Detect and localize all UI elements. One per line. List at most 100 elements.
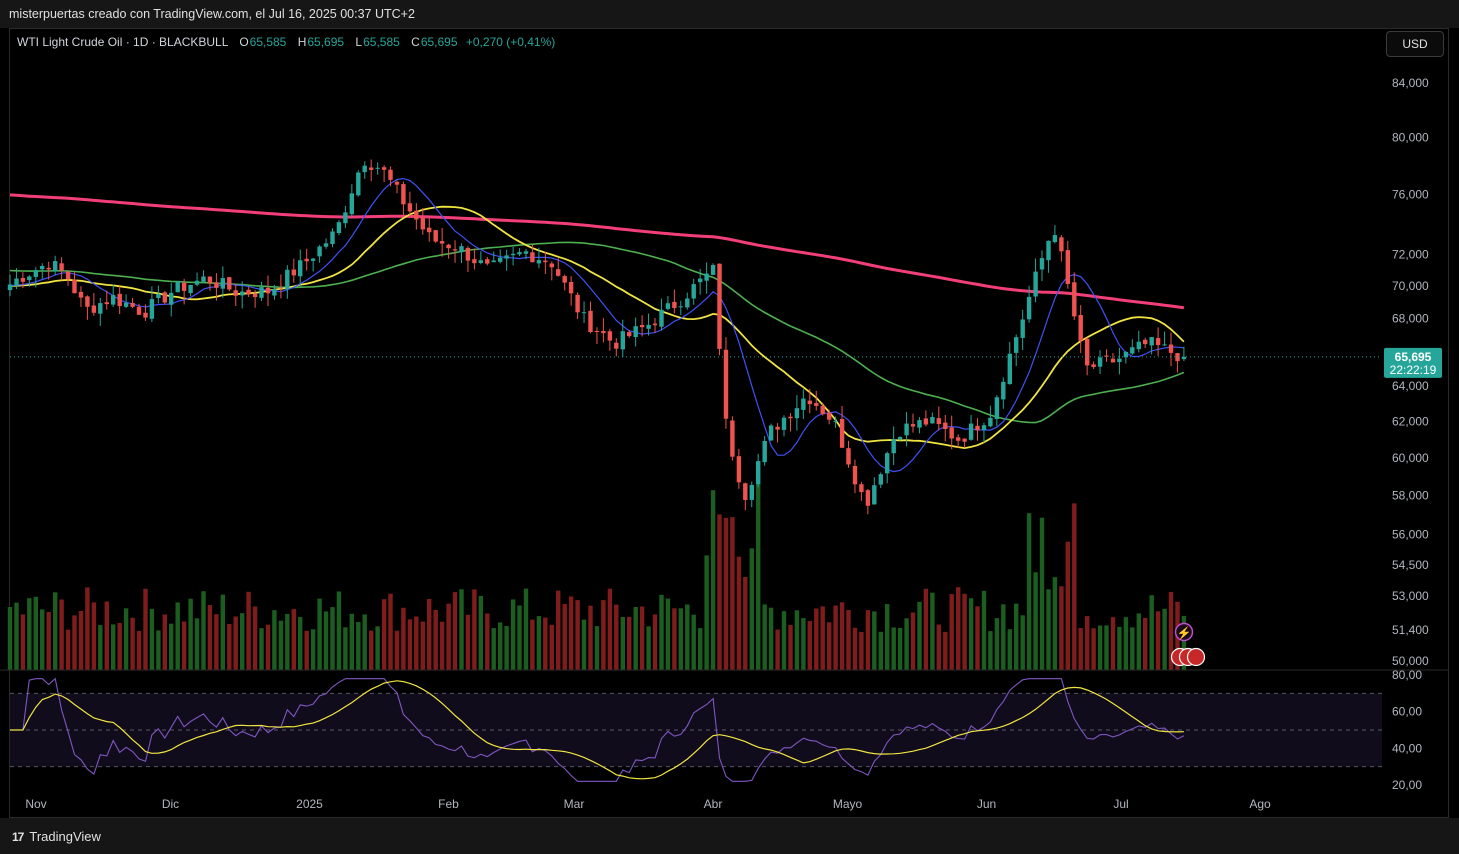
volume-bar [91,602,97,670]
candle-body [498,257,503,262]
volume-bar [369,630,374,670]
volume-bar [356,622,361,670]
volume-bar [285,613,290,670]
volume-bar [556,590,561,670]
volume-bar [814,608,819,670]
volume-bar [865,610,871,670]
volume-bar [562,604,567,670]
time-tick-label: Feb [438,797,459,811]
candle-body [33,270,38,277]
candle-body [1039,258,1045,270]
volume-bar [1097,625,1103,670]
close-value: 65,695 [420,35,458,49]
volume-bar [207,605,213,670]
candle-body [214,282,219,288]
candle-body [704,273,709,281]
currency-button[interactable]: USD [1386,31,1444,57]
candle-body [549,263,554,268]
volume-bar [427,599,432,670]
volume-bar [220,594,225,670]
symbol-legend[interactable]: WTI Light Crude Oil · 1D · BLACKBULL O65… [17,35,555,49]
rsi-tick-label: 80,00 [1392,668,1422,682]
volume-bar [568,596,574,670]
price-tick-label: 51,400 [1392,623,1429,637]
volume-bar [117,623,122,670]
rsi-ma-line [10,680,1184,780]
volume-bar [1046,589,1051,670]
price-tick-label: 84,000 [1392,76,1429,90]
volume-bar [1123,617,1129,670]
candle-body [730,420,735,457]
candle-body [240,291,245,296]
chart-frame[interactable] [9,28,1449,818]
volume-bar [710,490,716,670]
footer-bar: 17 TradingView [0,818,1459,854]
volume-bar [839,602,845,670]
volume-bar [201,591,206,670]
candle-body [233,290,238,296]
price-tick-label: 72,000 [1392,248,1429,262]
candle-body [72,279,77,294]
volume-bar [343,627,348,670]
us-flag-event-icon [1186,647,1206,667]
volume-bar [85,587,90,670]
price-tick-label: 58,000 [1392,489,1429,503]
volume-bar [994,618,1000,670]
candle-body [627,332,632,337]
candle-body [1136,341,1141,350]
candle-body [1078,315,1083,341]
candle-body [827,412,832,420]
rsi-tick-label: 60,00 [1392,705,1422,719]
price-tick-label: 80,000 [1392,130,1429,144]
lightning-event-icon [1174,622,1194,642]
volume-bar [162,614,167,670]
candle-body [7,284,13,291]
candle-body [349,193,354,215]
volume-bar [904,618,909,670]
volume-bar [633,607,638,670]
tradingview-brand[interactable]: 17 TradingView [12,829,101,844]
candle-body [272,289,277,296]
volume-bar [801,618,806,670]
candle-body [401,184,406,205]
candle-body [865,490,871,506]
candle-body [420,217,425,230]
volume-bar [59,599,64,670]
time-tick-label: Jul [1113,797,1128,811]
candle-body [807,400,812,405]
candle-body [568,282,574,294]
symbol-name[interactable]: WTI Light Crude Oil · 1D · BLACKBULL [17,35,228,49]
candle-body [691,284,696,299]
candle-body [1072,282,1077,317]
close-label: C [411,35,420,49]
volume-bar [988,631,993,670]
chart-caption: misterpuertas creado con TradingView.com… [9,7,415,21]
volume-bar [878,631,883,670]
volume-bar [659,594,664,670]
candle-body [465,247,471,261]
open-value: 65,585 [249,35,287,49]
volume-bar [1007,629,1012,670]
volume-bar [317,598,322,670]
high-label: H [297,35,307,49]
price-tick-label: 50,000 [1392,654,1429,668]
volume-bar [685,604,690,670]
volume-bar [678,608,683,670]
volume-bar [143,588,148,670]
volume-bar [1143,617,1148,670]
candle-body [1123,352,1129,358]
volume-bar [788,625,793,670]
volume-bar [214,614,219,670]
candle-body [169,292,174,305]
candle-body [298,260,303,277]
candle-body [910,424,916,427]
candle-body [1059,237,1064,252]
volume-bar [1001,604,1006,670]
candle-body [1026,296,1032,320]
time-tick-label: Nov [25,797,46,811]
candle-body [330,231,335,244]
candle-body [491,260,496,263]
volume-bar [1059,586,1064,670]
volume-bar [730,517,735,670]
